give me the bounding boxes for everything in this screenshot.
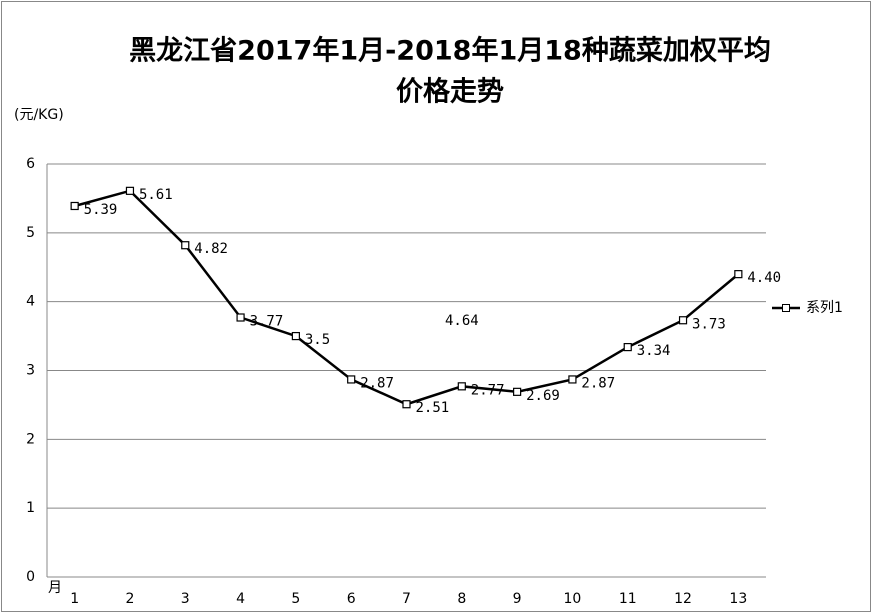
point-marker — [291, 331, 300, 341]
data-label: 3.73 — [692, 316, 726, 332]
y-tick-label: 4 — [26, 294, 35, 310]
data-label: 2.77 — [471, 382, 505, 398]
data-label: 2.87 — [581, 375, 615, 391]
point-marker — [734, 270, 743, 279]
chart-title: 黑龙江省2017年1月-2018年1月18种蔬菜加权平均 — [129, 35, 771, 67]
legend-label: 系列1 — [806, 300, 843, 316]
data-label: 5.39 — [84, 202, 118, 218]
point-marker — [347, 375, 356, 384]
y-tick-label: 0 — [26, 569, 35, 585]
x-tick-label: 5 — [291, 591, 300, 607]
y-tick-label: 6 — [26, 156, 35, 172]
annotation: 4.64 — [445, 313, 479, 329]
point-marker — [623, 342, 632, 352]
x-tick-label: 10 — [564, 591, 582, 607]
x-tick-label: 6 — [347, 591, 356, 607]
x-axis-label: 月 — [48, 580, 62, 596]
x-tick-label: 2 — [126, 591, 135, 607]
point-marker — [181, 241, 190, 250]
data-label: 3.34 — [637, 343, 671, 359]
x-tick-label: 9 — [513, 591, 522, 607]
point-marker — [402, 400, 411, 409]
chart-title: 价格走势 — [396, 77, 504, 108]
point-marker — [568, 375, 577, 384]
data-label: 2.87 — [360, 375, 394, 391]
x-tick-label: 8 — [457, 591, 466, 607]
point-marker — [236, 313, 245, 322]
x-tick-label: 1 — [70, 591, 79, 607]
point-marker — [457, 382, 466, 391]
x-tick-label: 4 — [236, 591, 245, 607]
x-tick-label: 12 — [674, 591, 692, 607]
data-label: 3.77 — [250, 313, 284, 329]
point-marker — [678, 316, 688, 325]
y-tick-label: 2 — [26, 431, 35, 447]
data-label: 4.40 — [747, 270, 781, 286]
y-tick-label: 3 — [26, 363, 35, 379]
x-tick-label: 7 — [402, 591, 411, 607]
legend-marker — [782, 304, 790, 312]
data-label: 2.69 — [526, 388, 560, 404]
data-label: 3.5 — [305, 332, 330, 348]
x-tick-label: 3 — [181, 591, 190, 607]
point-marker — [70, 201, 79, 211]
data-label: 4.82 — [194, 241, 228, 257]
point-marker — [125, 186, 135, 195]
x-tick-label: 11 — [619, 591, 637, 607]
y-axis-label: (元/KG) — [14, 107, 64, 123]
y-tick-label: 1 — [26, 500, 35, 516]
data-label: 5.61 — [139, 187, 173, 203]
x-tick-label: 13 — [729, 591, 747, 607]
y-tick-label: 5 — [26, 225, 35, 241]
point-marker — [513, 387, 522, 396]
data-label: 2.51 — [416, 400, 450, 416]
